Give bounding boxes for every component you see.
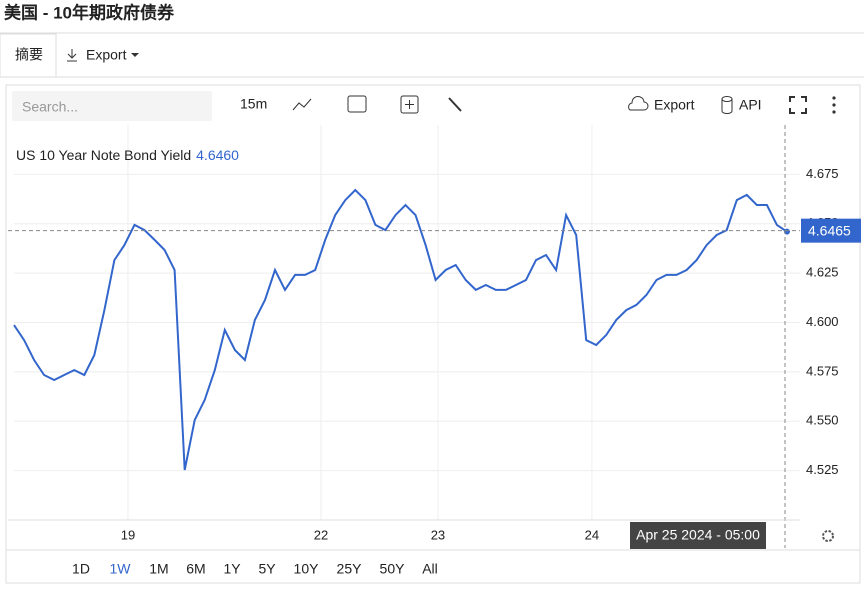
tab-active[interactable] <box>0 33 57 78</box>
fullscreen-icon[interactable] <box>789 96 807 114</box>
page-title: 美国 - 10年期政府债券 <box>4 2 175 22</box>
line-series <box>13 188 788 471</box>
caret <box>131 53 139 57</box>
y-tick-label: 4.625 <box>806 265 839 280</box>
crosshair-time-box <box>630 522 766 549</box>
export-button[interactable]: Export <box>654 97 695 113</box>
range-bar: 1D 1W 1M 6M 1Y 5Y 10Y 25Y 50Y All <box>72 561 438 577</box>
price-tag <box>801 218 861 243</box>
api-button[interactable]: API <box>739 97 762 113</box>
x-tick-label: 19 <box>121 527 135 542</box>
crosshair-time: Apr 25 2024 - 05:00 <box>636 527 760 543</box>
price-tag-label: 4.6465 <box>808 222 851 238</box>
x-tick-label: 22 <box>314 527 328 542</box>
y-tick-label: 4.675 <box>806 166 839 181</box>
y-tick-label: 4.600 <box>806 314 839 329</box>
tool-icon[interactable] <box>448 97 462 112</box>
y-tick-label: 4.550 <box>806 413 839 428</box>
range-button[interactable]: 1D <box>72 561 90 577</box>
settings-icon[interactable] <box>822 530 834 542</box>
x-tick-label: 23 <box>431 527 445 542</box>
range-button[interactable]: 6M <box>186 561 205 577</box>
menu-dot <box>832 103 836 107</box>
interval[interactable]: 15m <box>240 96 267 112</box>
range-button[interactable]: 50Y <box>380 561 406 577</box>
chart-type-icon[interactable] <box>292 98 312 111</box>
x-tick-label: 24 <box>585 527 599 542</box>
cloud-icon <box>628 96 649 111</box>
menu-dot <box>832 110 836 114</box>
y-tick-label: 4.575 <box>806 363 839 378</box>
plot: 4.5254.5504.5754.6004.6254.6504.67519222… <box>8 125 861 542</box>
chart-panel <box>5 84 861 584</box>
legend: US 10 Year Note Bond Yield 4.6460 <box>16 147 239 163</box>
search-placeholder[interactable]: Search... <box>22 99 78 115</box>
y-tick-label: 4.525 <box>806 462 839 477</box>
legend-value: 4.6460 <box>196 147 239 163</box>
db-icon-body <box>721 99 733 114</box>
range-button[interactable]: 10Y <box>294 561 320 577</box>
menu-dot[interactable] <box>832 96 836 100</box>
range-button[interactable]: All <box>422 561 438 577</box>
range-button[interactable]: 25Y <box>337 561 363 577</box>
download-icon <box>67 49 77 62</box>
add-plus <box>405 100 414 109</box>
range-button[interactable]: 1Y <box>223 561 241 577</box>
range-button[interactable]: 5Y <box>258 561 276 577</box>
range-button[interactable]: 1M <box>149 561 168 577</box>
range-button[interactable]: 1W <box>110 561 132 577</box>
add-icon[interactable] <box>400 95 419 114</box>
calendar-icon[interactable] <box>347 95 367 113</box>
legend-name: US 10 Year Note Bond Yield <box>16 147 191 163</box>
search-box[interactable] <box>12 91 212 121</box>
tab[interactable]: 摘要 <box>15 47 43 63</box>
tab[interactable]: Export <box>86 47 127 63</box>
